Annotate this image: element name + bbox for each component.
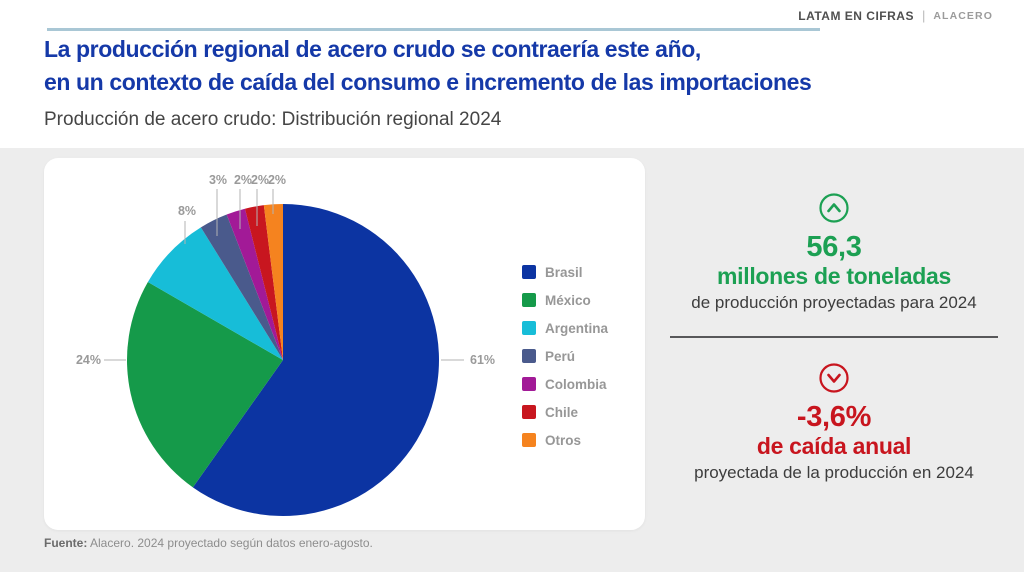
increase-caption: de producción proyectadas para 2024 [691, 293, 977, 312]
brand: LATAM EN CIFRAS | ALACERO [798, 8, 993, 23]
chart-card: 61% 24% 8% 3% 2% 2% 2% Brasil México Argentina Pe… [44, 158, 645, 530]
legend-label: Chile [545, 404, 579, 420]
source-label: Fuente: [44, 536, 88, 550]
title-line-1: La producción regional de acero crudo se… [44, 36, 701, 62]
source-text: Alacero. 2024 proyectado según datos ene… [87, 536, 373, 550]
decrease-label: de caída anual [756, 433, 912, 459]
percent-label: 24% [76, 353, 101, 367]
legend-item: Colombia [522, 370, 608, 398]
decrease-value: -3,6% [796, 401, 872, 433]
circle-chevron-down-icon [819, 363, 849, 393]
brand-primary-label: LATAM EN CIFRAS [798, 8, 914, 23]
pie-slice-mxico [126, 282, 283, 488]
legend-label: Brasil [545, 264, 583, 280]
percent-label: 61% [470, 353, 495, 367]
legend-item: Perú [522, 342, 608, 370]
title-line-2: en un contexto de caída del consumo e in… [44, 69, 812, 95]
stats-panel: 56,3 millones de toneladas de producción… [658, 148, 1010, 484]
legend-item: Brasil [522, 258, 608, 286]
source-note: Fuente: Alacero. 2024 proyectado según d… [44, 536, 373, 550]
percent-label: 2% [251, 173, 269, 187]
decrease-caption: proyectada de la producción en 2024 [694, 463, 974, 482]
chart-legend: Brasil México Argentina Perú Colombia Chile Ot… [522, 258, 608, 454]
pie-slice-chile [244, 205, 283, 360]
legend-item: México [522, 286, 608, 314]
legend-label: Perú [545, 348, 576, 364]
page-title: La producción regional de acero crudo se… [44, 33, 812, 99]
increase-label: millones de toneladas [717, 263, 951, 289]
legend-label: Argentina [545, 320, 609, 336]
brand-separator: | [921, 8, 926, 23]
legend-label: Otros [545, 432, 582, 448]
decrease-stat: -3,6% de caída anual proyectada de la pr… [658, 362, 1010, 484]
increase-value: 56,3 [806, 231, 862, 263]
legend-swatch [522, 321, 536, 335]
percent-label: 3% [209, 173, 227, 187]
legend-item: Argentina [522, 314, 608, 342]
percent-label: 8% [178, 204, 196, 218]
circle-chevron-up-icon [819, 193, 849, 223]
legend-swatch [522, 265, 536, 279]
pie-slice-argentina [147, 227, 283, 360]
percent-label: 2% [268, 173, 286, 187]
pie-slice-per [200, 214, 283, 360]
legend-swatch [522, 377, 536, 391]
stats-divider [670, 336, 998, 338]
chart-subtitle: Producción de acero crudo: Distribución … [44, 109, 502, 130]
pie-chart: 61%24%8%3% 2%2%2% [76, 173, 495, 516]
brand-secondary-label: ALACERO [933, 9, 993, 22]
legend-swatch [522, 433, 536, 447]
legend-item: Otros [522, 426, 608, 454]
legend-swatch [522, 293, 536, 307]
pie-slice-brasil [192, 204, 439, 516]
pie-slice-colombia [226, 208, 283, 360]
pie-slice-otros [263, 204, 283, 360]
legend-label: México [545, 292, 591, 308]
increase-stat: 56,3 millones de toneladas de producción… [658, 192, 1010, 314]
legend-item: Chile [522, 398, 608, 426]
content-section: 61% 24% 8% 3% 2% 2% 2% Brasil México Argentina Pe… [0, 148, 1024, 572]
legend-label: Colombia [545, 376, 607, 392]
percent-label: 2% [234, 173, 252, 187]
legend-swatch [522, 405, 536, 419]
legend-swatch [522, 349, 536, 363]
top-rule [47, 28, 820, 31]
